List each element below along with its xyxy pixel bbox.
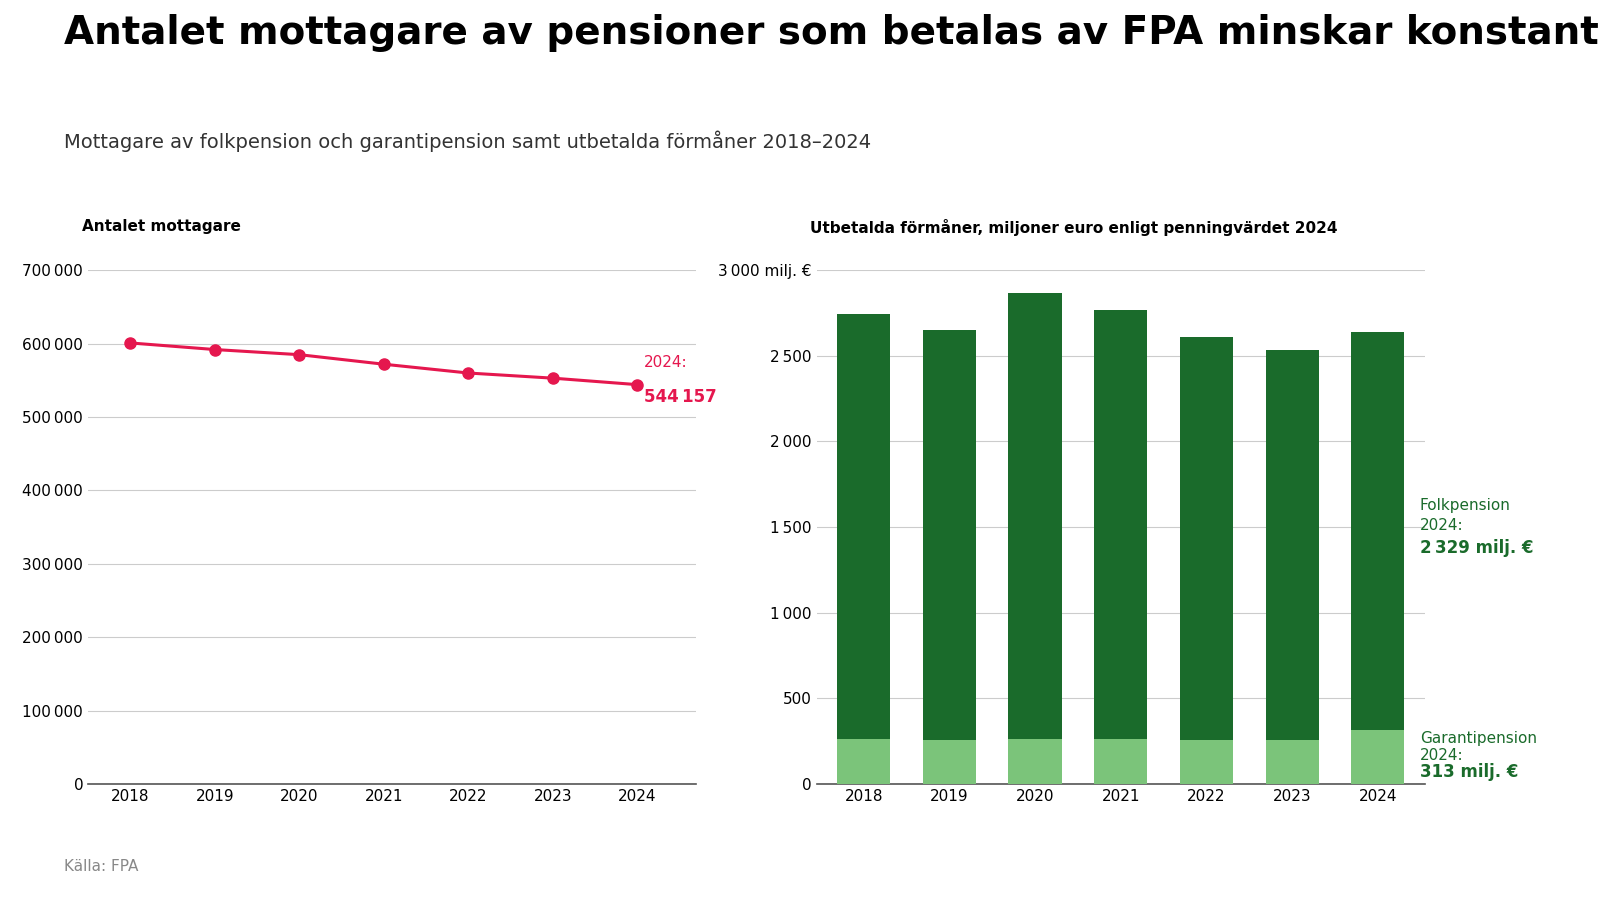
Bar — [1180, 741, 1233, 784]
Text: Garantipension: Garantipension — [1420, 731, 1537, 746]
Text: Utbetalda förmåner, miljoner euro enligt penningvärdet 2024: Utbetalda förmåner, miljoner euro enligt… — [810, 219, 1338, 236]
Text: 2 329 milj. €: 2 329 milj. € — [1420, 539, 1534, 557]
Bar — [1351, 332, 1404, 731]
Text: 2024:: 2024: — [1420, 518, 1463, 533]
Text: Antalet mottagare: Antalet mottagare — [82, 219, 240, 234]
Text: 2024:: 2024: — [1420, 748, 1463, 763]
Text: Mottagare av folkpension och garantipension samt utbetalda förmåner 2018–2024: Mottagare av folkpension och garantipens… — [64, 131, 871, 152]
Text: 544 157: 544 157 — [644, 388, 717, 406]
Text: Antalet mottagare av pensioner som betalas av FPA minskar konstant: Antalet mottagare av pensioner som betal… — [64, 14, 1599, 51]
Text: Folkpension: Folkpension — [1420, 497, 1511, 513]
Text: 313 milj. €: 313 milj. € — [1420, 763, 1518, 781]
Bar — [1265, 350, 1319, 741]
Bar — [1265, 741, 1319, 784]
Bar — [1351, 731, 1404, 784]
Bar — [1009, 739, 1061, 784]
Bar — [1093, 310, 1148, 740]
Bar — [837, 314, 890, 739]
Text: Källa: FPA: Källa: FPA — [64, 859, 138, 874]
Bar — [1180, 337, 1233, 741]
Bar — [922, 330, 977, 741]
Bar — [837, 739, 890, 784]
Bar — [1093, 740, 1148, 784]
Text: 2024:: 2024: — [644, 355, 688, 370]
Bar — [1009, 294, 1061, 739]
Bar — [922, 741, 977, 784]
